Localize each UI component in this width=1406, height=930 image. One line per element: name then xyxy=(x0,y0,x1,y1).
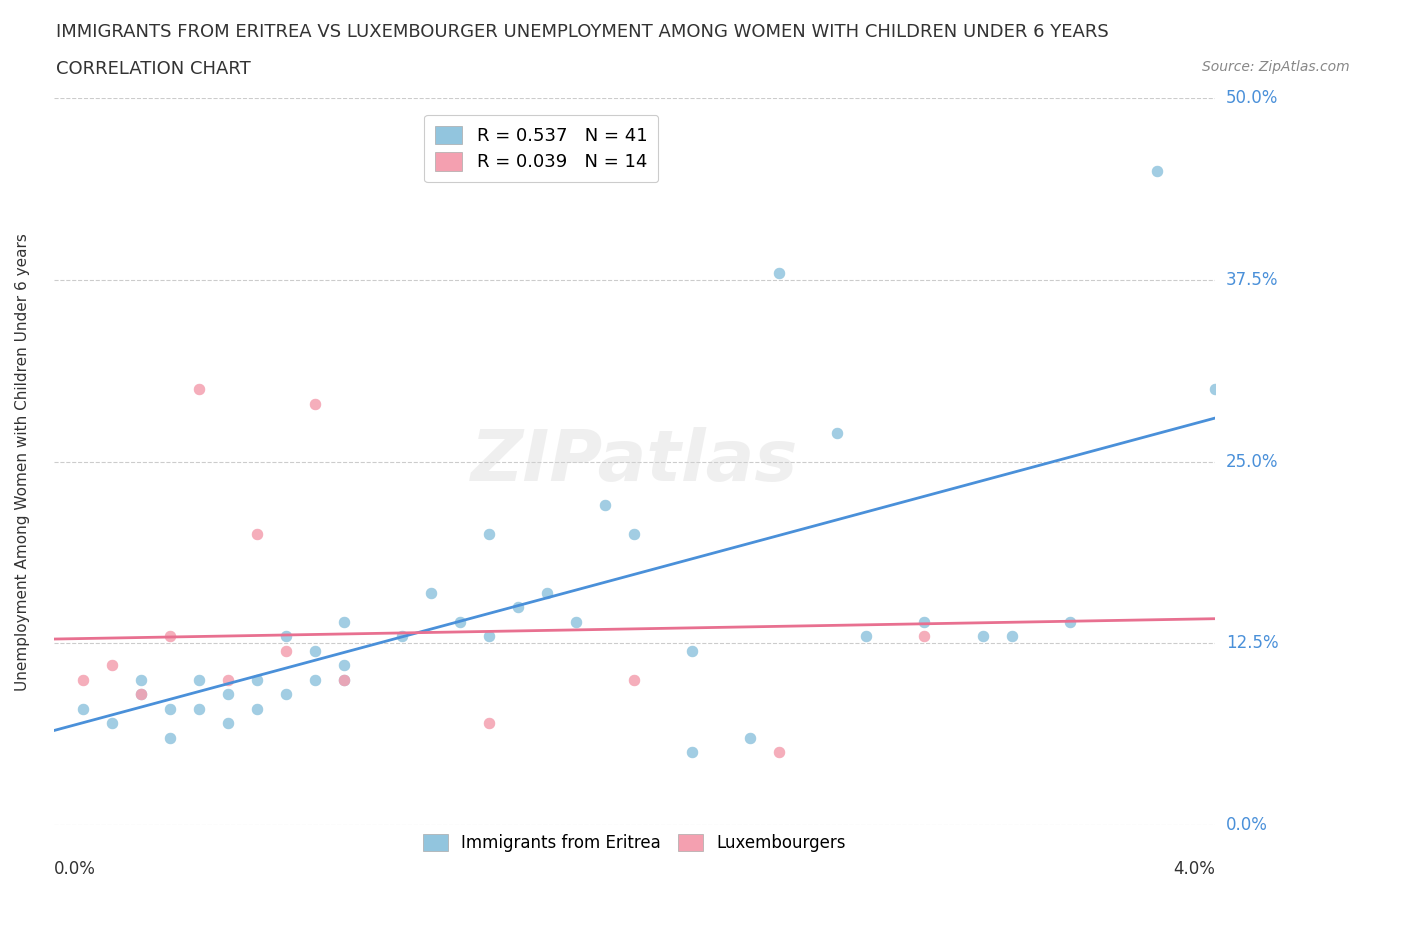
Text: 50.0%: 50.0% xyxy=(1226,89,1278,107)
Text: ZIPatlas: ZIPatlas xyxy=(471,427,797,497)
Point xyxy=(246,672,269,687)
Point xyxy=(478,716,501,731)
Point xyxy=(536,585,558,600)
Point xyxy=(304,396,326,411)
Point xyxy=(623,672,645,687)
Point xyxy=(72,701,94,716)
Point xyxy=(304,644,326,658)
Point xyxy=(304,672,326,687)
Point xyxy=(217,687,239,702)
Point xyxy=(478,527,501,542)
Text: Source: ZipAtlas.com: Source: ZipAtlas.com xyxy=(1202,60,1350,74)
Point xyxy=(623,527,645,542)
Point xyxy=(217,716,239,731)
Point xyxy=(1146,164,1168,179)
Text: 25.0%: 25.0% xyxy=(1226,453,1278,471)
Point xyxy=(914,614,936,629)
Point xyxy=(129,687,152,702)
Point xyxy=(159,730,181,745)
Point xyxy=(740,730,762,745)
Point xyxy=(129,687,152,702)
Point xyxy=(246,701,269,716)
Point xyxy=(274,687,297,702)
Point xyxy=(274,644,297,658)
Point xyxy=(827,425,849,440)
Text: 4.0%: 4.0% xyxy=(1173,860,1215,878)
Point xyxy=(768,265,790,280)
Point xyxy=(333,658,356,672)
Point xyxy=(506,600,529,615)
Point xyxy=(159,629,181,644)
Point xyxy=(129,672,152,687)
Legend: Immigrants from Eritrea, Luxembourgers: Immigrants from Eritrea, Luxembourgers xyxy=(415,826,853,860)
Point xyxy=(420,585,443,600)
Text: CORRELATION CHART: CORRELATION CHART xyxy=(56,60,252,78)
Point xyxy=(333,672,356,687)
Point xyxy=(478,629,501,644)
Text: 37.5%: 37.5% xyxy=(1226,271,1278,289)
Point xyxy=(159,701,181,716)
Text: IMMIGRANTS FROM ERITREA VS LUXEMBOURGER UNEMPLOYMENT AMONG WOMEN WITH CHILDREN U: IMMIGRANTS FROM ERITREA VS LUXEMBOURGER … xyxy=(56,23,1109,41)
Point xyxy=(1204,381,1226,396)
Point xyxy=(187,381,209,396)
Y-axis label: Unemployment Among Women with Children Under 6 years: Unemployment Among Women with Children U… xyxy=(15,232,30,691)
Point xyxy=(681,644,703,658)
Point xyxy=(1000,629,1022,644)
Point xyxy=(333,672,356,687)
Point xyxy=(681,745,703,760)
Point xyxy=(217,672,239,687)
Point xyxy=(1059,614,1081,629)
Point xyxy=(914,629,936,644)
Text: 0.0%: 0.0% xyxy=(1226,817,1268,834)
Point xyxy=(100,658,122,672)
Point xyxy=(187,701,209,716)
Point xyxy=(593,498,616,512)
Point xyxy=(972,629,994,644)
Point xyxy=(768,745,790,760)
Point xyxy=(100,716,122,731)
Point xyxy=(72,672,94,687)
Text: 0.0%: 0.0% xyxy=(53,860,96,878)
Text: 12.5%: 12.5% xyxy=(1226,634,1278,653)
Point xyxy=(391,629,413,644)
Point xyxy=(565,614,588,629)
Point xyxy=(855,629,877,644)
Point xyxy=(187,672,209,687)
Point xyxy=(274,629,297,644)
Point xyxy=(333,614,356,629)
Point xyxy=(246,527,269,542)
Point xyxy=(449,614,471,629)
